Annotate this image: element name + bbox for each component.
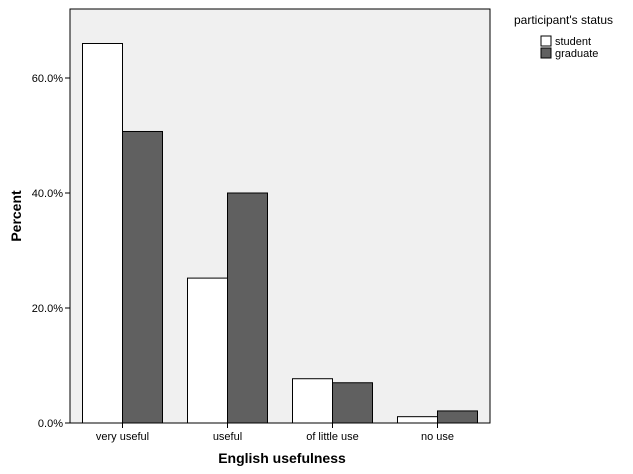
x-tick-label: very useful [96, 431, 149, 443]
x-tick-label: of little use [306, 431, 359, 443]
x-axis-title: English usefulness [218, 450, 346, 466]
bar-student-2 [292, 378, 333, 424]
bar-graduate-0 [122, 130, 163, 424]
legend-label-student: student [555, 36, 591, 48]
x-tick-label: no use [421, 431, 454, 443]
legend-swatch-student [540, 35, 552, 47]
x-tick-label: useful [213, 431, 242, 443]
legend-swatch-graduate [540, 47, 552, 59]
y-axis: 0.0% 20.0% 40.0% 60.0% [32, 73, 70, 430]
bar-graduate-3 [437, 410, 478, 424]
y-tick-label: 0.0% [38, 418, 63, 430]
y-axis-title: Percent [8, 190, 24, 242]
y-tick-label: 20.0% [32, 303, 63, 315]
bar-graduate-2 [332, 382, 373, 424]
x-axis: very useful useful of little use no use [96, 423, 454, 443]
legend-title: participant's status [514, 13, 613, 27]
bars [82, 43, 478, 424]
bar-student-1 [187, 277, 228, 424]
legend-label-graduate: graduate [555, 48, 598, 60]
y-tick-label: 60.0% [32, 73, 63, 85]
bar-student-3 [397, 416, 438, 424]
bar-graduate-1 [227, 192, 268, 424]
y-tick-label: 40.0% [32, 188, 63, 200]
bar-student-0 [82, 43, 123, 424]
